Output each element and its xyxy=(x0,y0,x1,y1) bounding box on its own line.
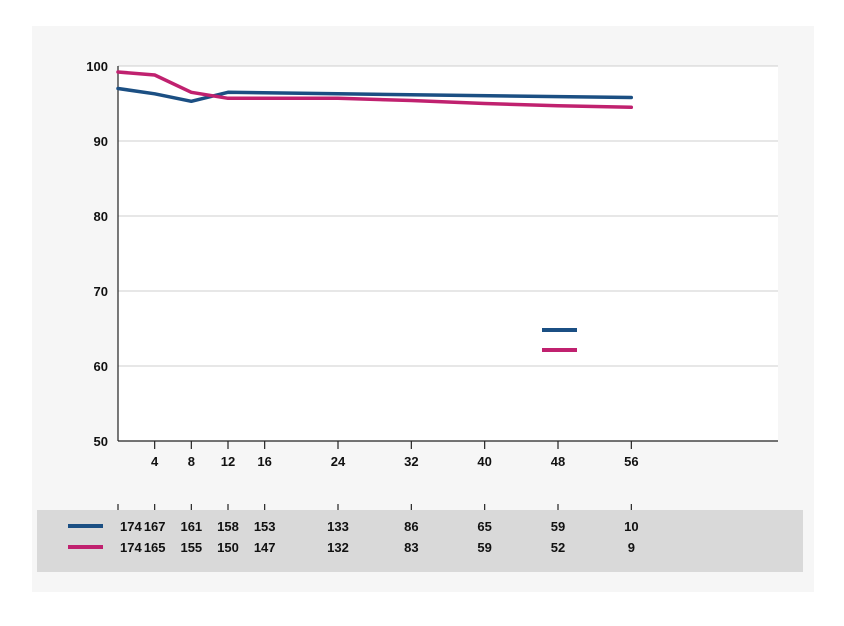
series-line-2 xyxy=(116,70,634,110)
y-tick-label-80: 80 xyxy=(94,209,108,224)
risk-value-r2-t32: 83 xyxy=(404,540,418,555)
x-tick-label-16: 16 xyxy=(257,454,271,469)
risk-value-r2-t4: 165 xyxy=(144,540,166,555)
risk-value-r2-t56: 9 xyxy=(628,540,635,555)
risk-value-r2-t0: 174 xyxy=(120,540,142,555)
y-tick-label-100: 100 xyxy=(86,59,108,74)
risk-value-r2-t12: 150 xyxy=(217,540,239,555)
x-tick-label-48: 48 xyxy=(551,454,565,469)
risk-value-r2-t8: 155 xyxy=(180,540,202,555)
risk-value-r1-t40: 65 xyxy=(477,519,491,534)
risk-value-r1-t4: 167 xyxy=(144,519,166,534)
y-tick-label-70: 70 xyxy=(94,284,108,299)
risk-value-r1-t56: 10 xyxy=(624,519,638,534)
x-tick-label-12: 12 xyxy=(221,454,235,469)
risk-value-r1-t12: 158 xyxy=(217,519,239,534)
x-tick-label-4: 4 xyxy=(151,454,159,469)
y-tick-label-50: 50 xyxy=(94,434,108,449)
risk-value-r1-t8: 161 xyxy=(180,519,202,534)
x-tick-label-8: 8 xyxy=(188,454,195,469)
risk-value-r1-t16: 153 xyxy=(254,519,276,534)
risk-value-r1-t32: 86 xyxy=(404,519,418,534)
y-tick-label-90: 90 xyxy=(94,134,108,149)
x-tick-label-40: 40 xyxy=(477,454,491,469)
x-tick-label-56: 56 xyxy=(624,454,638,469)
risk-value-r2-t24: 132 xyxy=(327,540,349,555)
chart-figure: 50 60 70 80 90 100 4 8 12 16 24 32 40 48 56 174 167 161 15… xyxy=(32,26,814,592)
risk-value-r2-t40: 59 xyxy=(477,540,491,555)
risk-value-r1-t48: 59 xyxy=(551,519,565,534)
risk-value-r1-t24: 133 xyxy=(327,519,349,534)
risk-value-r1-t0: 174 xyxy=(120,519,142,534)
risk-value-r2-t16: 147 xyxy=(254,540,276,555)
plot-area xyxy=(118,66,778,441)
x-tick-label-32: 32 xyxy=(404,454,418,469)
x-tick-label-24: 24 xyxy=(331,454,346,469)
risk-table-band xyxy=(37,510,803,572)
y-tick-label-60: 60 xyxy=(94,359,108,374)
risk-value-r2-t48: 52 xyxy=(551,540,565,555)
